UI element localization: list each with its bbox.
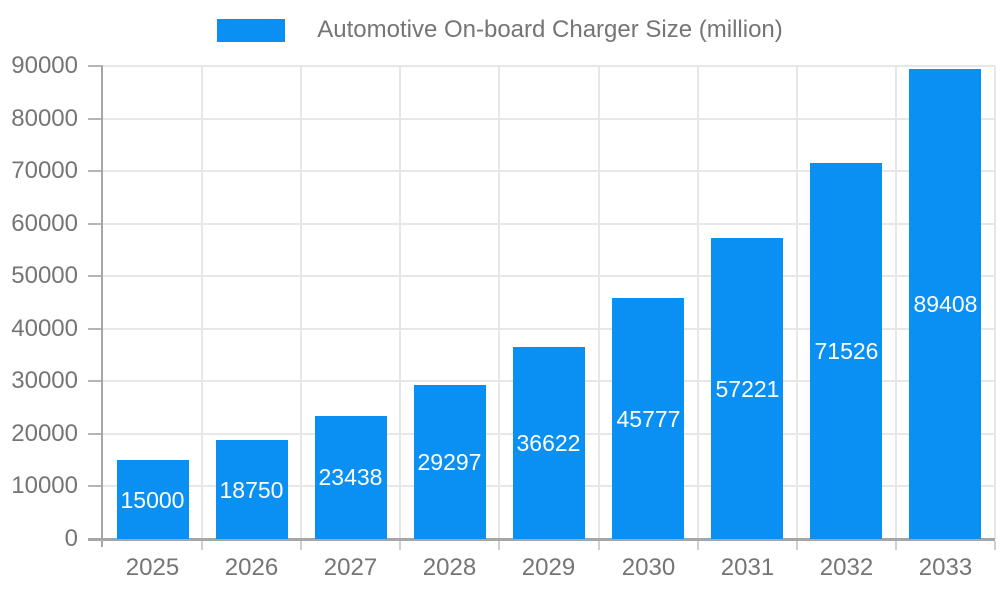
x-tick-label-2027: 2027 — [323, 554, 378, 581]
x-tick-mark-8 — [895, 541, 897, 550]
x-tick-label-2026: 2026 — [224, 554, 279, 581]
y-tick-mark-20000 — [88, 433, 103, 435]
bar-2031[interactable] — [711, 238, 783, 539]
bar-2032[interactable] — [810, 163, 882, 539]
bar-value-label-2032: 71526 — [814, 338, 879, 364]
bar-2030[interactable] — [612, 298, 684, 539]
x-tick-mark-9 — [994, 541, 996, 550]
x-axis-line — [88, 538, 995, 541]
bar-2025[interactable] — [117, 460, 189, 539]
legend-label: Automotive On-board Charger Size (millio… — [317, 16, 783, 43]
x-tick-label-2032: 2032 — [819, 554, 874, 581]
y-tick-mark-10000 — [88, 485, 103, 487]
y-tick-label-50000: 50000 — [11, 262, 78, 289]
y-gridline-70000 — [103, 170, 995, 172]
y-axis-line — [101, 66, 103, 547]
bar-value-label-2033: 89408 — [913, 291, 978, 317]
x-tick-label-2031: 2031 — [720, 554, 775, 581]
y-tick-label-30000: 30000 — [11, 367, 78, 394]
bar-value-label-2030: 45777 — [616, 406, 681, 432]
x-gridline-4 — [498, 66, 500, 539]
bar-value-label-2028: 29297 — [417, 449, 482, 475]
x-gridline-9 — [994, 66, 996, 539]
y-tick-mark-60000 — [88, 223, 103, 225]
bar-value-label-2026: 18750 — [219, 477, 284, 503]
bar-value-label-2029: 36622 — [516, 430, 581, 456]
x-gridline-3 — [399, 66, 401, 539]
bar-2033[interactable] — [909, 69, 981, 539]
x-tick-label-2033: 2033 — [918, 554, 973, 581]
y-tick-label-40000: 40000 — [11, 315, 78, 342]
y-tick-label-60000: 60000 — [11, 210, 78, 237]
y-tick-mark-90000 — [88, 65, 103, 67]
x-tick-label-2030: 2030 — [621, 554, 676, 581]
legend[interactable]: Automotive On-board Charger Size (millio… — [0, 16, 1000, 44]
y-tick-mark-80000 — [88, 118, 103, 120]
x-tick-mark-1 — [201, 541, 203, 550]
y-tick-label-10000: 10000 — [11, 472, 78, 499]
y-tick-mark-70000 — [88, 170, 103, 172]
x-tick-mark-7 — [796, 541, 798, 550]
y-tick-label-0: 0 — [64, 525, 78, 552]
x-gridline-7 — [796, 66, 798, 539]
bar-2029[interactable] — [513, 347, 585, 539]
y-tick-mark-40000 — [88, 328, 103, 330]
x-tick-label-2028: 2028 — [422, 554, 477, 581]
y-tick-label-20000: 20000 — [11, 420, 78, 447]
x-gridline-5 — [598, 66, 600, 539]
y-gridline-50000 — [103, 275, 995, 277]
y-tick-label-70000: 70000 — [11, 157, 78, 184]
y-gridline-90000 — [103, 65, 995, 67]
x-tick-mark-5 — [598, 541, 600, 550]
bar-2028[interactable] — [414, 385, 486, 539]
y-gridline-80000 — [103, 118, 995, 120]
x-tick-label-2029: 2029 — [521, 554, 576, 581]
y-gridline-60000 — [103, 223, 995, 225]
y-gridline-40000 — [103, 328, 995, 330]
bar-2026[interactable] — [216, 440, 288, 539]
bar-value-label-2031: 57221 — [715, 376, 780, 402]
x-gridline-8 — [895, 66, 897, 539]
x-gridline-2 — [300, 66, 302, 539]
x-tick-mark-4 — [498, 541, 500, 550]
bar-2027[interactable] — [315, 416, 387, 539]
y-tick-mark-30000 — [88, 380, 103, 382]
x-gridline-6 — [697, 66, 699, 539]
x-tick-mark-2 — [300, 541, 302, 550]
bar-value-label-2027: 23438 — [318, 464, 383, 490]
bar-value-label-2025: 15000 — [120, 487, 185, 513]
legend-swatch-icon — [217, 18, 286, 42]
y-tick-label-80000: 80000 — [11, 105, 78, 132]
x-tick-label-2025: 2025 — [125, 554, 180, 581]
x-tick-mark-6 — [697, 541, 699, 550]
y-tick-mark-50000 — [88, 275, 103, 277]
x-gridline-1 — [201, 66, 203, 539]
y-tick-label-90000: 90000 — [11, 52, 78, 79]
x-tick-mark-3 — [399, 541, 401, 550]
